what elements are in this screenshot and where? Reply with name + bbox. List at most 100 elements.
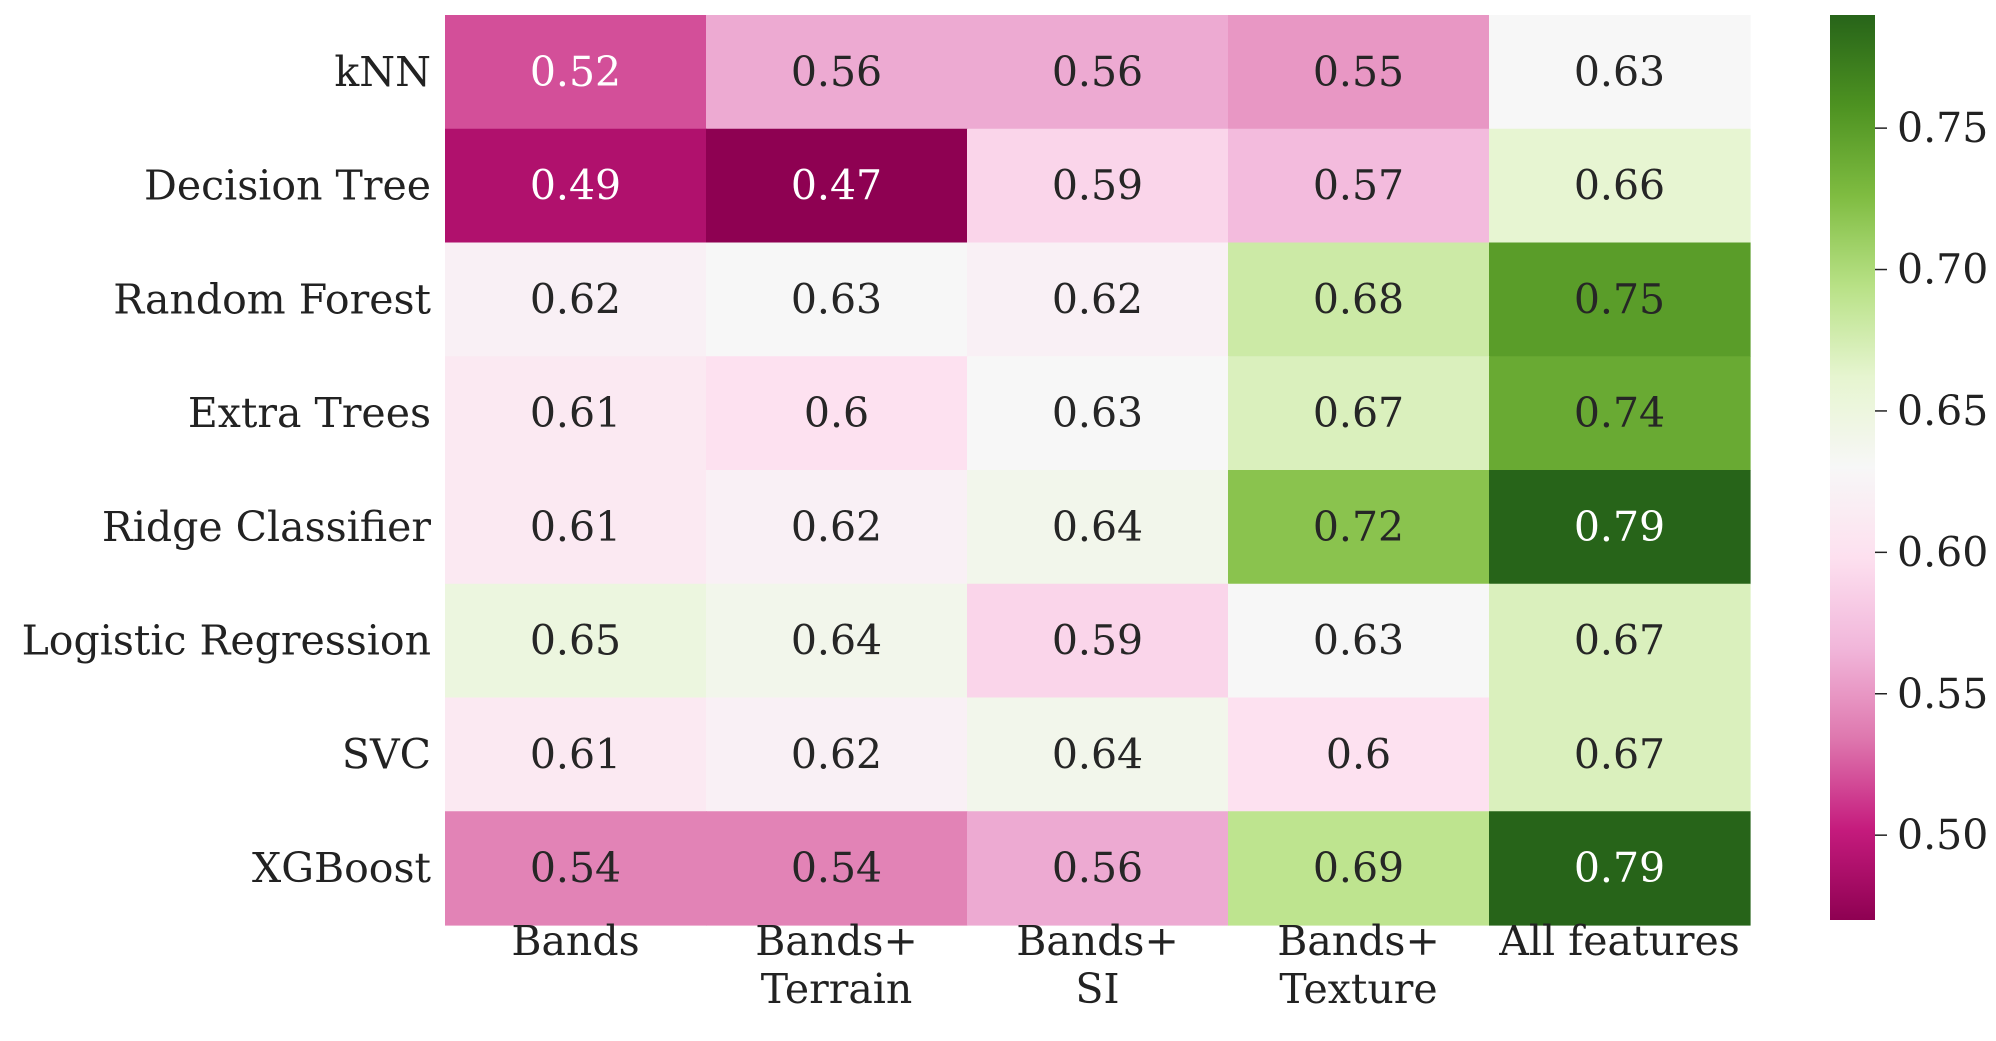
heatmap-cell bbox=[967, 583, 1229, 699]
heatmap-cell bbox=[1489, 242, 1751, 357]
heatmap-cell bbox=[967, 697, 1229, 812]
cell-value-label: 0.62 bbox=[791, 503, 882, 551]
cell-value-label: 0.54 bbox=[791, 844, 882, 892]
heatmap-cell bbox=[706, 356, 968, 471]
row-label: SVC bbox=[342, 730, 431, 778]
colorbar: 0.50 0.55 0.60 0.65 0.70 0.75 bbox=[1830, 15, 1988, 920]
cell-value-label: 0.64 bbox=[1052, 730, 1143, 778]
cell-value-label: 0.63 bbox=[1052, 389, 1143, 437]
heatmap-cell bbox=[967, 811, 1229, 926]
cell-value-label: 0.55 bbox=[1313, 48, 1404, 96]
row-label: kNN bbox=[334, 48, 431, 96]
cell-value-label: 0.59 bbox=[1052, 162, 1143, 210]
heatmap-cell bbox=[445, 128, 707, 244]
column-labels: Bands Bands+ Terrain Bands+ SI Bands+ Texture A… bbox=[511, 917, 1739, 1013]
cell-value-label: 0.66 bbox=[1574, 162, 1665, 210]
row-label: Decision Tree bbox=[144, 162, 431, 210]
cell-value-label: 0.68 bbox=[1313, 275, 1404, 323]
heatmap-cell bbox=[1489, 15, 1751, 130]
column-label: Bands+ Texture bbox=[1277, 917, 1440, 1013]
row-label: XGBoost bbox=[252, 844, 431, 892]
heatmap-cell bbox=[1489, 128, 1751, 244]
cell-value-label: 0.6 bbox=[1326, 730, 1391, 778]
cell-value-label: 0.63 bbox=[1313, 617, 1404, 665]
heatmap-cell bbox=[706, 15, 968, 130]
cell-value-label: 0.59 bbox=[1052, 617, 1143, 665]
cell-value-label: 0.69 bbox=[1313, 844, 1404, 892]
heatmap-cell bbox=[706, 811, 968, 926]
cell-value-label: 0.47 bbox=[791, 162, 882, 210]
colorbar-tick-label: 0.60 bbox=[1897, 528, 1988, 576]
cell-value-label: 0.49 bbox=[530, 162, 621, 210]
cell-value-label: 0.61 bbox=[530, 389, 621, 437]
heatmap-cell bbox=[706, 583, 968, 699]
heatmap-cell bbox=[706, 697, 968, 812]
cell-value-label: 0.72 bbox=[1313, 503, 1404, 551]
heatmap-cell bbox=[1228, 356, 1490, 471]
row-label: Logistic Regression bbox=[22, 617, 431, 665]
cell-value-label: 0.79 bbox=[1574, 503, 1665, 551]
heatmap-cell bbox=[967, 128, 1229, 244]
heatmap-cell bbox=[445, 697, 707, 812]
row-labels: kNN Decision Tree Random Forest Extra Trees… bbox=[22, 48, 432, 892]
cell-value-label: 0.61 bbox=[530, 730, 621, 778]
cell-value-label: 0.65 bbox=[530, 617, 621, 665]
heatmap-cell bbox=[1228, 15, 1490, 130]
heatmap-cell bbox=[706, 128, 968, 244]
colorbar-tick-label: 0.55 bbox=[1897, 670, 1988, 718]
cell-value-label: 0.64 bbox=[791, 617, 882, 665]
heatmap-cell bbox=[967, 242, 1229, 357]
heatmap-cell bbox=[445, 470, 707, 585]
heatmap-cell bbox=[1489, 697, 1751, 812]
heatmap-cell bbox=[967, 470, 1229, 585]
column-label: All features bbox=[1498, 917, 1740, 965]
cell-value-label: 0.62 bbox=[1052, 275, 1143, 323]
heatmap-cell bbox=[967, 15, 1229, 130]
row-label: Random Forest bbox=[113, 275, 431, 323]
row-label: Ridge Classifier bbox=[102, 503, 432, 551]
heatmap-cell bbox=[967, 356, 1229, 471]
cell-value-label: 0.54 bbox=[530, 844, 621, 892]
heatmap-cell bbox=[445, 356, 707, 471]
heatmap-cell bbox=[445, 15, 707, 130]
heatmap-cell bbox=[1228, 697, 1490, 812]
cell-value-label: 0.75 bbox=[1574, 275, 1665, 323]
cell-value-label: 0.56 bbox=[1052, 48, 1143, 96]
cell-value-label: 0.56 bbox=[791, 48, 882, 96]
cell-value-label: 0.67 bbox=[1313, 389, 1404, 437]
cell-value-label: 0.67 bbox=[1574, 617, 1665, 665]
heatmap-cell bbox=[1228, 242, 1490, 357]
heatmap-cell bbox=[1228, 583, 1490, 699]
heatmap-cell bbox=[706, 470, 968, 585]
cell-value-label: 0.67 bbox=[1574, 730, 1665, 778]
cell-value-label: 0.64 bbox=[1052, 503, 1143, 551]
heatmap-cell bbox=[1228, 811, 1490, 926]
heatmap-cell bbox=[445, 242, 707, 357]
colorbar-tick-label: 0.65 bbox=[1897, 387, 1988, 435]
cell-value-label: 0.52 bbox=[530, 48, 621, 96]
cell-value-label: 0.63 bbox=[1574, 48, 1665, 96]
cell-value-label: 0.61 bbox=[530, 503, 621, 551]
colorbar-tick-label: 0.70 bbox=[1897, 246, 1988, 294]
cell-value-label: 0.63 bbox=[791, 275, 882, 323]
colorbar-gradient bbox=[1830, 15, 1875, 920]
colorbar-tick-label: 0.75 bbox=[1897, 104, 1988, 152]
cell-value-label: 0.62 bbox=[791, 730, 882, 778]
heatmap-cell bbox=[445, 583, 707, 699]
cell-value-label: 0.6 bbox=[804, 389, 869, 437]
heatmap-cell bbox=[706, 242, 968, 357]
colorbar-tick-label: 0.50 bbox=[1897, 811, 1988, 859]
column-label: Bands+ SI bbox=[1016, 917, 1179, 1013]
cell-value-label: 0.79 bbox=[1574, 844, 1665, 892]
heatmap-cell bbox=[1228, 128, 1490, 244]
cell-value-label: 0.57 bbox=[1313, 162, 1404, 210]
cell-value-label: 0.62 bbox=[530, 275, 621, 323]
heatmap-cell bbox=[1228, 470, 1490, 585]
row-label: Extra Trees bbox=[188, 389, 431, 437]
heatmap-cell bbox=[1489, 470, 1751, 585]
heatmap-cell bbox=[445, 811, 707, 926]
cell-value-label: 0.56 bbox=[1052, 844, 1143, 892]
column-label: Bands+ Terrain bbox=[755, 917, 918, 1013]
